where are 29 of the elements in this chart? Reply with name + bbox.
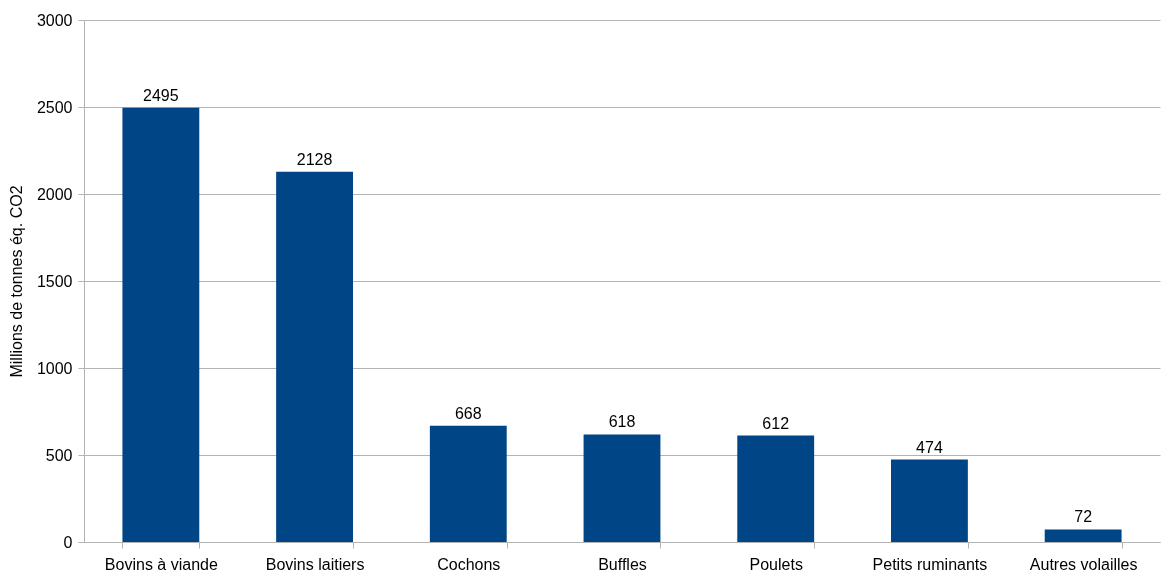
- y-tick-label: 500: [45, 446, 73, 464]
- y-axis-title: Millions de tonnes éq. CO2: [7, 185, 25, 378]
- data-label: 668: [454, 404, 482, 422]
- bar: [122, 107, 200, 542]
- y-tick-label: 0: [63, 533, 73, 551]
- data-label: 474: [916, 438, 943, 456]
- data-label: 612: [762, 414, 790, 432]
- y-tick-label: 2000: [36, 185, 73, 203]
- bar: [737, 435, 815, 542]
- bar: [1044, 529, 1122, 542]
- x-tick-label: Bovins à viande: [104, 555, 218, 573]
- x-tick-label: Buffles: [598, 555, 647, 573]
- x-tick-label: Bovins laitiers: [265, 555, 365, 573]
- x-tick-label: Cochons: [437, 555, 501, 573]
- y-tick-label: 1000: [36, 359, 73, 377]
- bar: [891, 459, 968, 542]
- bar: [583, 434, 661, 542]
- x-tick-label: Petits ruminants: [872, 555, 988, 573]
- x-tick-label: Poulets: [749, 555, 803, 573]
- y-tick-label: 2500: [36, 98, 73, 116]
- data-label: 2128: [296, 150, 333, 168]
- bar: [429, 425, 507, 542]
- data-label: 72: [1074, 508, 1093, 526]
- bar: [276, 171, 353, 542]
- y-tick-label: 1500: [36, 272, 73, 290]
- data-label: 2495: [143, 86, 179, 104]
- x-tick-label: Autres volailles: [1029, 555, 1138, 573]
- y-tick-label: 3000: [36, 11, 73, 29]
- data-label: 618: [608, 413, 636, 431]
